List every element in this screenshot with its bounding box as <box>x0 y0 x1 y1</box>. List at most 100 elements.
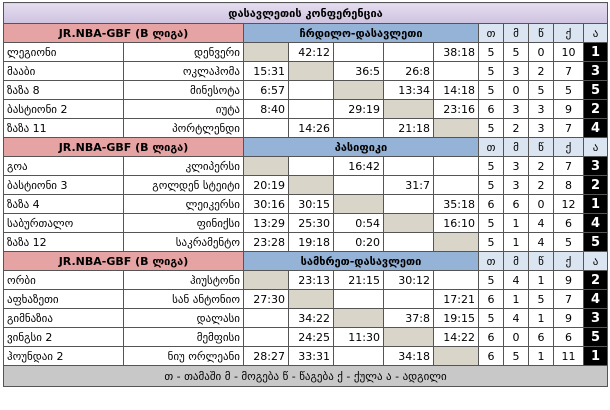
score <box>333 289 384 309</box>
score <box>433 270 479 290</box>
place: 2 <box>582 99 609 119</box>
stat: 6 <box>503 194 529 214</box>
franchise: მემფისი <box>123 327 244 347</box>
franchise: ფინიქსი <box>123 213 244 233</box>
franchise: საკრამენტო <box>123 232 244 252</box>
score: 14:18 <box>433 80 479 100</box>
stat: 4 <box>503 270 529 290</box>
score: 34:18 <box>383 346 434 366</box>
franchise: კლიპერსი <box>123 156 244 176</box>
stat: 1 <box>503 213 529 233</box>
stat: 1 <box>528 308 554 328</box>
stat: 9 <box>553 308 584 328</box>
own-cell <box>433 346 479 366</box>
legend-footer: თ - თამაში მ - მოგება წ - წაგება ქ - ქულ… <box>2 365 609 387</box>
stat: 3 <box>503 61 529 81</box>
place: 3 <box>582 308 609 328</box>
stat-header: ქ <box>553 137 584 157</box>
stat: 11 <box>553 346 584 366</box>
place: 3 <box>582 61 609 81</box>
table-row: გიმნაზია დალასი 34:22 37:8 19:15 5 4 1 9 3 <box>3 308 609 328</box>
franchise: დალასი <box>123 308 244 328</box>
own-cell <box>288 175 334 195</box>
stat: 9 <box>553 99 584 119</box>
stat: 5 <box>553 232 584 252</box>
team: ჰოუნდაი 2 <box>3 346 124 366</box>
score <box>288 99 334 119</box>
score: 19:18 <box>288 232 334 252</box>
score <box>333 42 384 62</box>
team: აფხაზეთი <box>3 289 124 309</box>
franchise: ოკლაჰომა <box>123 61 244 81</box>
stat: 3 <box>503 175 529 195</box>
stat: 6 <box>553 213 584 233</box>
score: 13:29 <box>243 213 289 233</box>
score <box>243 308 289 328</box>
place: 5 <box>582 80 609 100</box>
score: 14:26 <box>288 118 334 138</box>
stat: 0 <box>528 42 554 62</box>
score: 23:16 <box>433 99 479 119</box>
table-row: ჰოუნდაი 2 ნიუ ორლეანი 28:27 33:31 34:18 6 5 1 11… <box>3 346 609 366</box>
table-row: გოა კლიპერსი 16:42 5 3 2 7 3 <box>3 156 609 176</box>
team: საბურთალო <box>3 213 124 233</box>
table-row: ზაზა 11 პორტლენდი 14:26 21:18 5 2 3 7 4 <box>3 118 609 138</box>
table-row: ლეგიონი დენვერი 42:12 38:18 5 5 0 10 1 <box>3 42 609 62</box>
table-row: JR.NBA-GBF (B ლიგა) პასიფიკი თ მ წ ქ ა <box>3 137 609 157</box>
stat: 6 <box>478 327 504 347</box>
stat: 2 <box>528 61 554 81</box>
place: 2 <box>582 175 609 195</box>
score: 25:30 <box>288 213 334 233</box>
division-header: სამხრეთ-დასავლეთი <box>243 251 479 271</box>
team: ლეგიონი <box>3 42 124 62</box>
title: დასავლეთის კონფერენცია <box>2 2 609 24</box>
score <box>383 194 434 214</box>
team: ზაზა 4 <box>3 194 124 214</box>
stat: 1 <box>503 232 529 252</box>
own-cell <box>383 327 434 347</box>
table-row: დასავლეთის კონფერენცია <box>2 2 609 24</box>
stat: 2 <box>528 156 554 176</box>
score: 23:13 <box>288 270 334 290</box>
stat: 0 <box>528 194 554 214</box>
stat: 5 <box>478 80 504 100</box>
score <box>383 156 434 176</box>
table-row: თ - თამაში მ - მოგება წ - წაგება ქ - ქულ… <box>2 365 609 387</box>
stat-header: წ <box>528 251 554 271</box>
score: 35:18 <box>433 194 479 214</box>
stat-header: მ <box>503 23 529 43</box>
stat-header: ა <box>582 137 609 157</box>
standings-table: დასავლეთის კონფერენცია JR.NBA-GBF (B ლიგა… <box>2 2 609 387</box>
team: გიმნაზია <box>3 308 124 328</box>
stat: 5 <box>503 42 529 62</box>
own-cell <box>433 118 479 138</box>
score: 38:18 <box>433 42 479 62</box>
score <box>383 42 434 62</box>
score: 34:22 <box>288 308 334 328</box>
stat-header: თ <box>478 137 504 157</box>
score <box>433 156 479 176</box>
stat: 5 <box>478 42 504 62</box>
league-header: JR.NBA-GBF (B ლიგა) <box>3 23 244 43</box>
own-cell <box>243 156 289 176</box>
place: 5 <box>582 232 609 252</box>
own-cell <box>243 42 289 62</box>
franchise: იუტა <box>123 99 244 119</box>
place: 1 <box>582 194 609 214</box>
own-cell <box>333 308 384 328</box>
franchise: სან ანტონიო <box>123 289 244 309</box>
stat-header: ა <box>582 251 609 271</box>
score: 17:21 <box>433 289 479 309</box>
stat-header: ქ <box>553 251 584 271</box>
franchise: დენვერი <box>123 42 244 62</box>
team: ორბი <box>3 270 124 290</box>
place: 1 <box>582 42 609 62</box>
stat: 1 <box>528 346 554 366</box>
stat-header: ქ <box>553 23 584 43</box>
stat: 6 <box>478 194 504 214</box>
stat: 1 <box>503 289 529 309</box>
score <box>433 61 479 81</box>
stat: 6 <box>478 346 504 366</box>
franchise: ლეიკერსი <box>123 194 244 214</box>
table-row: ბასტიონი 2 იუტა 8:40 29:19 23:16 6 3 3 9 2 <box>3 99 609 119</box>
